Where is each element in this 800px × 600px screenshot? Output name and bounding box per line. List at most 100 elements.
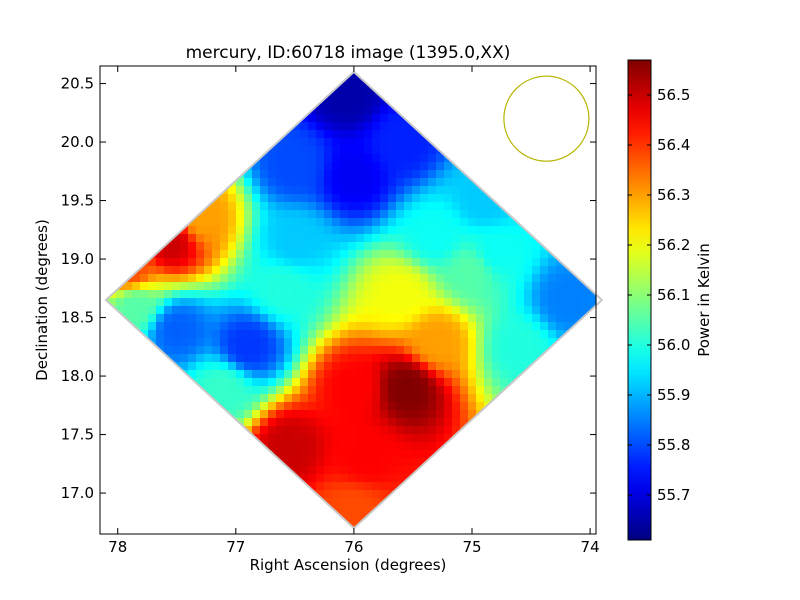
- heatmap-cell: [356, 114, 365, 123]
- heatmap-cell: [396, 354, 405, 363]
- heatmap-cell: [444, 170, 453, 179]
- heatmap-cell: [228, 218, 237, 227]
- heatmap-cell: [492, 202, 501, 211]
- heatmap-cell: [460, 394, 469, 403]
- heatmap-cell: [556, 330, 565, 339]
- heatmap-cell: [404, 466, 413, 475]
- heatmap-cell: [228, 282, 237, 291]
- heatmap-cell: [228, 378, 237, 387]
- heatmap-cell: [244, 186, 253, 195]
- heatmap-cell: [572, 282, 581, 291]
- heatmap-cell: [388, 290, 397, 299]
- heatmap-cell: [492, 290, 501, 299]
- heatmap-cell: [108, 298, 117, 307]
- heatmap-cell: [188, 306, 197, 315]
- heatmap-cell: [420, 418, 429, 427]
- heatmap-cell: [196, 258, 205, 267]
- heatmap-cell: [284, 250, 293, 259]
- heatmap-cell: [412, 226, 421, 235]
- heatmap-cell: [356, 282, 365, 291]
- heatmap-cell: [332, 274, 341, 283]
- heatmap-cell: [228, 186, 237, 195]
- heatmap-cell: [412, 290, 421, 299]
- heatmap-cell: [468, 266, 477, 275]
- heatmap-cell: [276, 450, 285, 459]
- heatmap-cell: [292, 266, 301, 275]
- heatmap-cell: [276, 210, 285, 219]
- heatmap-cell: [396, 330, 405, 339]
- heatmap-cell: [180, 234, 189, 243]
- heatmap-cell: [236, 338, 245, 347]
- heatmap-cell: [492, 282, 501, 291]
- heatmap-cell: [468, 402, 477, 411]
- heatmap-cell: [340, 282, 349, 291]
- y-tick-label: 19.5: [61, 192, 94, 210]
- heatmap-cell: [404, 426, 413, 435]
- heatmap-cell: [132, 322, 141, 331]
- heatmap-cell: [172, 298, 181, 307]
- heatmap-cell: [372, 418, 381, 427]
- heatmap-cell: [444, 338, 453, 347]
- heatmap-cell: [444, 226, 453, 235]
- heatmap-cell: [204, 386, 213, 395]
- heatmap-cell: [260, 186, 269, 195]
- heatmap-cell: [332, 170, 341, 179]
- heatmap-cell: [404, 458, 413, 467]
- heatmap-cell: [364, 474, 373, 483]
- heatmap-cell: [372, 290, 381, 299]
- heatmap-cell: [348, 514, 357, 523]
- heatmap-cell: [340, 170, 349, 179]
- heatmap-cell: [388, 474, 397, 483]
- heatmap-cell: [300, 178, 309, 187]
- heatmap-cell: [452, 338, 461, 347]
- heatmap-cell: [372, 266, 381, 275]
- heatmap-cell: [308, 258, 317, 267]
- heatmap-cell: [396, 130, 405, 139]
- heatmap-cell: [556, 306, 565, 315]
- heatmap-cell: [220, 298, 229, 307]
- heatmap-cell: [396, 266, 405, 275]
- heatmap-cell: [188, 218, 197, 227]
- heatmap-cell: [348, 202, 357, 211]
- heatmap-cell: [204, 346, 213, 355]
- heatmap-cell: [388, 274, 397, 283]
- heatmap-cell: [420, 322, 429, 331]
- heatmap-cell: [444, 274, 453, 283]
- heatmap-cell: [148, 298, 157, 307]
- heatmap-cell: [420, 290, 429, 299]
- heatmap-cell: [220, 346, 229, 355]
- heatmap-cell: [412, 282, 421, 291]
- heatmap-cell: [244, 258, 253, 267]
- heatmap-cell: [172, 282, 181, 291]
- heatmap-cell: [380, 154, 389, 163]
- heatmap-cell: [428, 234, 437, 243]
- heatmap-cell: [332, 282, 341, 291]
- heatmap-cell: [484, 218, 493, 227]
- heatmap-cell: [324, 466, 333, 475]
- heatmap-cell: [556, 314, 565, 323]
- heatmap-cell: [244, 178, 253, 187]
- heatmap-cell: [364, 154, 373, 163]
- heatmap-cell: [220, 242, 229, 251]
- heatmap-cell: [436, 194, 445, 203]
- heatmap-cell: [300, 202, 309, 211]
- heatmap-cell: [556, 290, 565, 299]
- heatmap-cell: [300, 306, 309, 315]
- heatmap-cell: [388, 450, 397, 459]
- heatmap-cell: [308, 410, 317, 419]
- heatmap-cell: [388, 234, 397, 243]
- heatmap-cell: [316, 386, 325, 395]
- heatmap-cell: [332, 298, 341, 307]
- heatmap-cell: [452, 394, 461, 403]
- heatmap-cell: [268, 170, 277, 179]
- heatmap-cell: [364, 226, 373, 235]
- heatmap-cell: [292, 138, 301, 147]
- heatmap-cell: [332, 474, 341, 483]
- heatmap-cell: [548, 290, 557, 299]
- heatmap-cell: [308, 466, 317, 475]
- heatmap-cell: [356, 210, 365, 219]
- heatmap-cell: [524, 362, 533, 371]
- heatmap-cell: [508, 306, 517, 315]
- heatmap-cell: [308, 322, 317, 331]
- heatmap-cell: [292, 242, 301, 251]
